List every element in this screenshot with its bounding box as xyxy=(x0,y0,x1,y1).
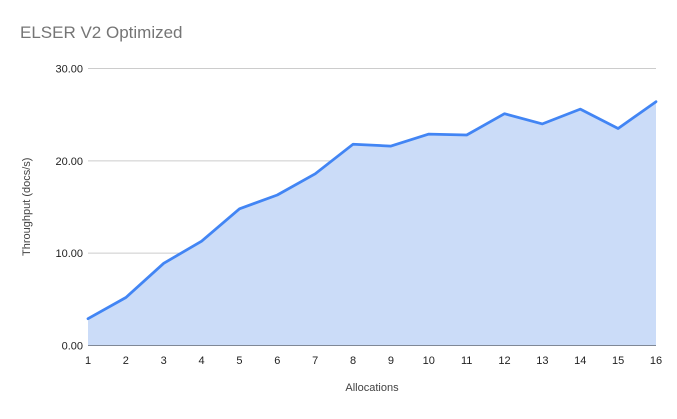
x-tick-label: 4 xyxy=(199,355,205,367)
x-tick-label: 13 xyxy=(536,355,548,367)
y-tick-label: 30.00 xyxy=(55,64,83,76)
y-axis-title: Throughput (docs/s) xyxy=(21,157,33,257)
x-tick-label: 9 xyxy=(388,355,394,367)
x-tick-label: 12 xyxy=(498,355,510,367)
x-tick-label: 2 xyxy=(123,355,129,367)
x-tick-label: 11 xyxy=(461,355,472,367)
x-tick-label: 15 xyxy=(612,355,624,367)
x-tick-label: 5 xyxy=(236,355,242,367)
x-tick-label: 1 xyxy=(85,355,91,367)
x-tick-label: 8 xyxy=(350,355,356,367)
y-tick-label: 10.00 xyxy=(55,248,83,260)
y-tick-label: 20.00 xyxy=(55,156,83,168)
x-tick-label: 10 xyxy=(423,355,435,367)
series-line xyxy=(86,100,658,321)
x-tick-label: 14 xyxy=(574,355,586,367)
area-fill xyxy=(88,101,656,346)
x-tick-label: 3 xyxy=(161,355,167,367)
x-axis-title: Allocations xyxy=(345,382,399,394)
x-tick-label: 7 xyxy=(312,355,318,367)
y-tick-label: 0.00 xyxy=(62,341,83,353)
x-tick-label: 16 xyxy=(650,355,662,367)
chart-title: ELSER V2 Optimized xyxy=(20,23,183,42)
x-tick-label: 6 xyxy=(274,355,280,367)
